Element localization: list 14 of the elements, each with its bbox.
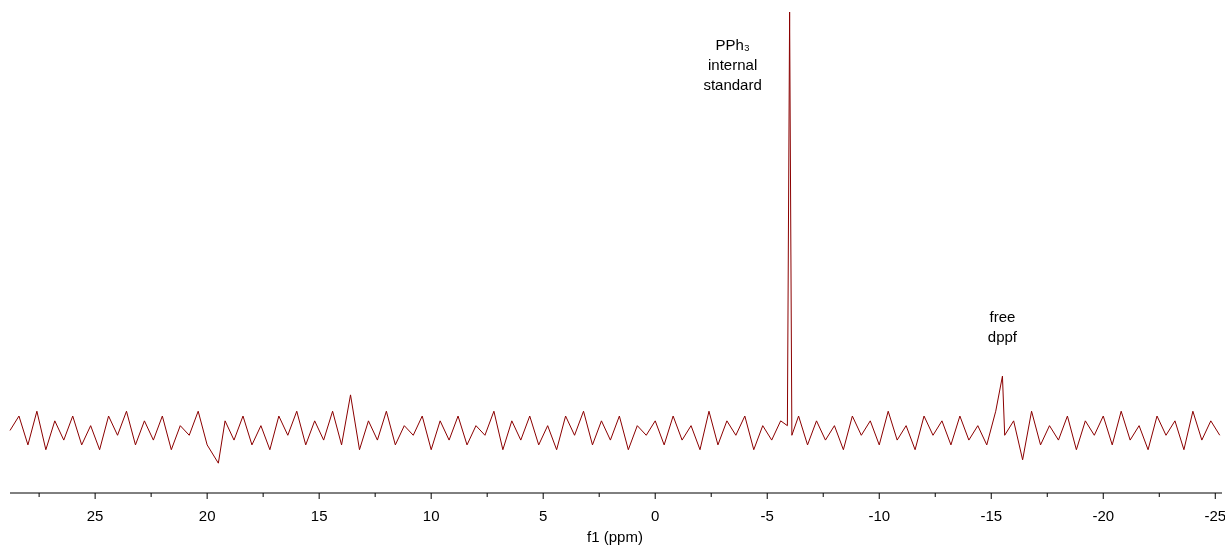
x-tick-label: 20 <box>198 507 216 524</box>
x-tick-label: 10 <box>422 507 440 524</box>
x-tick-label: -25 <box>1204 507 1225 524</box>
x-tick-label: -5 <box>760 507 774 524</box>
x-tick-label: 0 <box>651 507 660 524</box>
annotation: free dppf <box>987 308 1018 346</box>
annotation: PPh₃ internal standard <box>703 36 762 93</box>
x-tick-label: 15 <box>310 507 328 524</box>
x-tick-label: 25 <box>86 507 104 524</box>
x-axis-title: f1 (ppm) <box>587 528 643 545</box>
x-tick-label: -15 <box>980 507 1003 524</box>
x-tick-label: -20 <box>1092 507 1115 524</box>
x-tick-label: 5 <box>539 507 548 524</box>
x-tick-label: -10 <box>868 507 891 524</box>
